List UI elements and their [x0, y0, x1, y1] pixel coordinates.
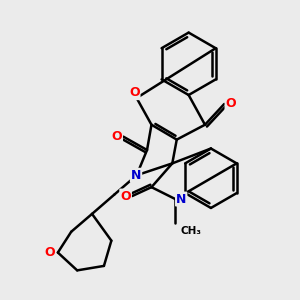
Text: O: O: [226, 98, 236, 110]
Text: O: O: [120, 190, 131, 202]
Text: O: O: [44, 246, 55, 259]
Text: O: O: [111, 130, 122, 143]
Text: N: N: [131, 169, 141, 182]
Text: O: O: [129, 86, 140, 99]
Text: CH₃: CH₃: [181, 226, 202, 236]
Text: N: N: [176, 193, 186, 206]
